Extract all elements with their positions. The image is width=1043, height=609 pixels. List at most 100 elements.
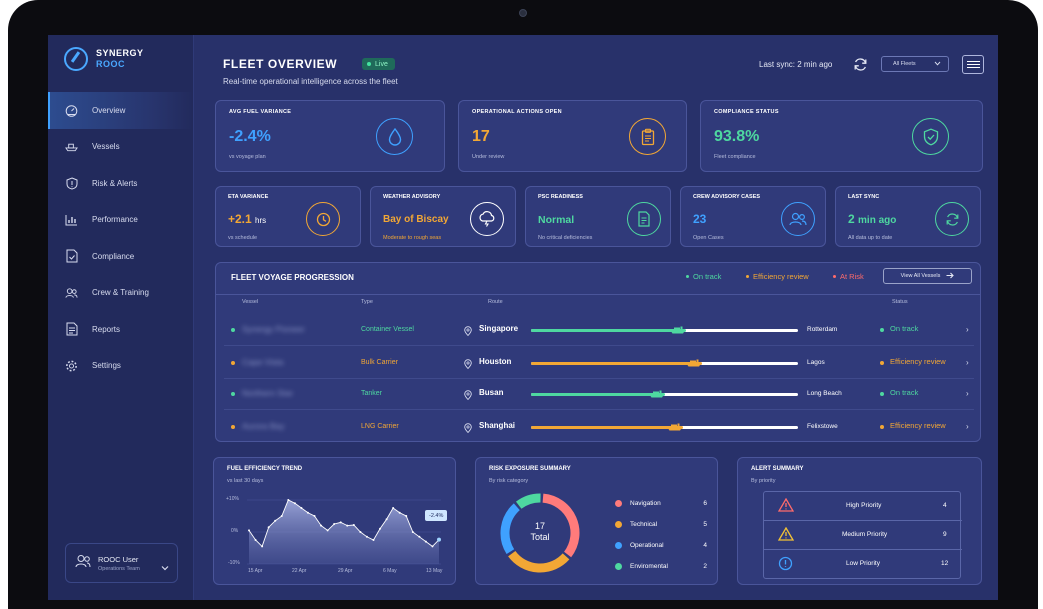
chevron-right-icon[interactable]: ›	[966, 358, 969, 367]
status-dot	[880, 392, 884, 396]
sidebar-item-overview[interactable]: Overview	[48, 92, 194, 129]
stat-card-eta-variance[interactable]: ETA VARIANCE +2.1 hrs vs schedule	[215, 186, 361, 247]
legend-swatch	[615, 542, 622, 549]
warning-triangle-icon	[777, 497, 795, 514]
trend-point[interactable]	[346, 524, 349, 527]
fuel-efficiency-trend-panel: FUEL EFFICIENCY TREND vs last 30 days +1…	[213, 457, 456, 585]
stat-value: Normal	[538, 214, 575, 226]
chevron-right-icon[interactable]: ›	[966, 325, 969, 334]
trend-point[interactable]	[405, 515, 408, 517]
risk-donut-chart	[500, 493, 580, 573]
donut-slice[interactable]	[515, 493, 541, 509]
fleet-select[interactable]: All Fleets	[881, 56, 949, 72]
sidebar-item-label: Crew & Training	[92, 288, 149, 298]
route-destination: Lagos	[807, 359, 825, 366]
legend-on-track: On track	[686, 272, 721, 281]
kpi-card-compliance[interactable]: COMPLIANCE STATUS 93.8% Fleet compliance	[700, 100, 983, 172]
trend-point[interactable]	[248, 529, 250, 532]
sidebar-item-performance[interactable]: Performance	[48, 202, 194, 239]
trend-point[interactable]	[267, 526, 270, 529]
chevron-down-icon[interactable]	[161, 558, 169, 576]
stat-value: 23	[693, 212, 707, 226]
stat-card-crew-advisory[interactable]: CREW ADVISORY CASES 23 Open Cases	[680, 186, 826, 247]
arrow-right-icon	[946, 272, 955, 281]
dashboard-icon	[65, 104, 78, 117]
sidebar-item-compliance[interactable]: Compliance	[48, 238, 194, 275]
trend-point[interactable]	[339, 521, 342, 524]
trend-point[interactable]	[379, 527, 382, 530]
brand-logo[interactable]: SYNERGY ROOC	[64, 47, 144, 71]
vessel-name: Northern Star	[242, 388, 294, 398]
kpi-card-actions-open[interactable]: OPERATIONAL ACTIONS OPEN 17 Under review	[458, 100, 687, 172]
clock-icon	[306, 202, 340, 236]
risk-category-label: Enviromental	[630, 563, 668, 570]
app-window: SYNERGY ROOC Overview Vessels Risk & Ale…	[48, 35, 998, 600]
trend-point[interactable]	[418, 535, 421, 538]
y-tick-label: 0%	[231, 528, 239, 534]
trend-point[interactable]	[313, 515, 316, 517]
voyage-row[interactable]: Northern Star Tanker Busan Long Beach On tra…	[224, 378, 974, 410]
voyage-row[interactable]: Cape Vista Bulk Carrier Houston Lagos Effici…	[224, 347, 974, 379]
user-profile-card[interactable]: ROOC User Operations Team	[65, 543, 178, 583]
view-all-vessels-button[interactable]: View All Vessels	[883, 268, 972, 284]
donut-slice[interactable]	[508, 550, 570, 573]
stat-card-weather-advisory[interactable]: WEATHER ADVISORY Bay of Biscay Moderate …	[370, 186, 516, 247]
route-progress-bar	[531, 390, 798, 398]
column-header-type: Type	[361, 299, 373, 305]
trend-point[interactable]	[300, 507, 303, 509]
sidebar-item-vessels[interactable]: Vessels	[48, 129, 194, 166]
donut-slice[interactable]	[542, 493, 580, 558]
chevron-right-icon[interactable]: ›	[966, 422, 969, 431]
trend-point[interactable]	[437, 537, 441, 542]
trend-point[interactable]	[365, 535, 368, 538]
trend-point[interactable]	[320, 524, 323, 527]
trend-point[interactable]	[287, 499, 290, 501]
chevron-right-icon[interactable]: ›	[966, 389, 969, 398]
voyage-row[interactable]: Synergy Pioneer Container Vessel Singapore…	[224, 314, 974, 346]
risk-category-count: 6	[703, 500, 707, 507]
trend-point[interactable]	[392, 507, 395, 509]
section-subtitle: vs last 30 days	[227, 478, 264, 484]
trend-point[interactable]	[424, 540, 427, 543]
trend-point[interactable]	[254, 539, 257, 541]
alert-row-low[interactable]: Low Priority 12	[764, 550, 962, 579]
alert-label: Medium Priority	[842, 531, 888, 538]
voyage-row[interactable]: Aurora Bay LNG Carrier Shanghai Felixstowe E…	[224, 411, 974, 443]
status-label: Efficiency review	[890, 421, 946, 430]
trend-point[interactable]	[261, 545, 264, 548]
trend-point[interactable]	[293, 502, 296, 505]
status-label: Efficiency review	[890, 357, 946, 366]
user-name: ROOC User	[98, 554, 139, 564]
trend-point[interactable]	[274, 519, 277, 522]
sidebar-item-crew-training[interactable]: Crew & Training	[48, 275, 194, 312]
trend-point[interactable]	[431, 545, 434, 548]
donut-slice[interactable]	[500, 503, 520, 555]
alert-row-high[interactable]: High Priority 4	[764, 492, 962, 521]
trend-point[interactable]	[385, 518, 388, 521]
trend-point[interactable]	[333, 523, 336, 525]
stat-card-psc-readiness[interactable]: PSC READINESS Normal No critical deficie…	[525, 186, 671, 247]
trend-point[interactable]	[306, 511, 309, 514]
alert-row-medium[interactable]: Medium Priority 9	[764, 521, 962, 550]
stat-label: PSC READINESS	[538, 194, 583, 200]
trend-point[interactable]	[411, 531, 414, 533]
trend-point[interactable]	[326, 529, 329, 532]
menu-button[interactable]	[962, 55, 984, 74]
stat-card-last-sync[interactable]: LAST SYNC 2 min ago All data up to date	[835, 186, 981, 247]
y-tick-label: +10%	[226, 496, 239, 502]
sidebar-item-reports[interactable]: Reports	[48, 311, 194, 348]
kpi-label: OPERATIONAL ACTIONS OPEN	[472, 109, 562, 115]
status-dot	[231, 392, 235, 396]
live-badge: Live	[362, 58, 395, 70]
trend-point[interactable]	[372, 539, 375, 541]
risk-category-label: Navigation	[630, 500, 661, 507]
kpi-card-fuel-variance[interactable]: AVG FUEL VARIANCE -2.4% vs voyage plan	[215, 100, 445, 172]
trend-point[interactable]	[398, 511, 401, 514]
trend-point[interactable]	[280, 515, 283, 517]
sidebar-item-settings[interactable]: Settings	[48, 348, 194, 385]
legend-swatch	[615, 521, 622, 528]
trend-point[interactable]	[359, 531, 362, 533]
refresh-icon[interactable]	[853, 57, 868, 77]
trend-point[interactable]	[352, 523, 355, 526]
sidebar-item-risk-alerts[interactable]: Risk & Alerts	[48, 165, 194, 202]
